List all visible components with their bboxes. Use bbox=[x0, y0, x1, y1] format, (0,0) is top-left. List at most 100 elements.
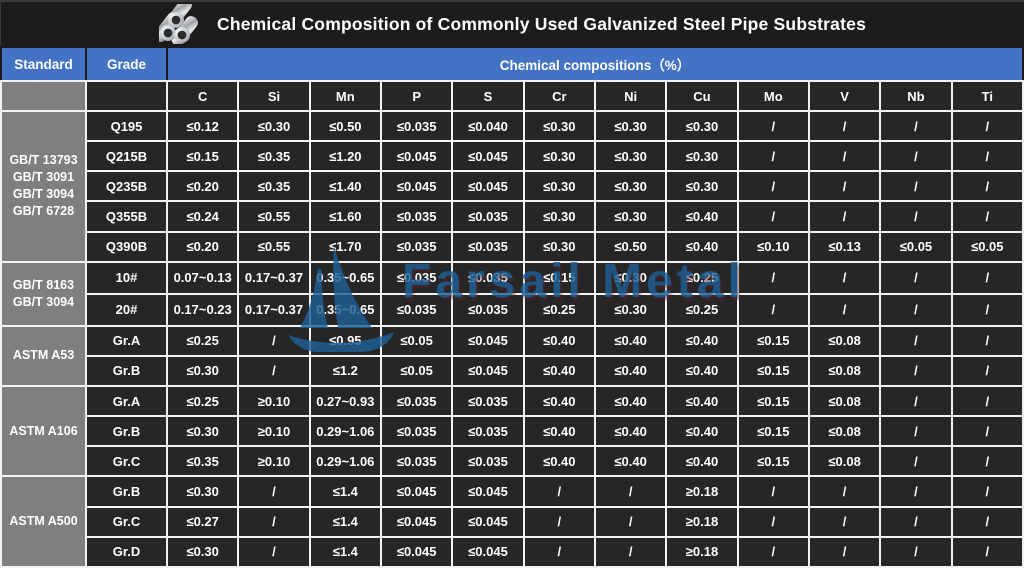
grade-cell: Gr.C bbox=[85, 505, 168, 538]
value-cell: ≤0.30 bbox=[165, 354, 240, 387]
value-cell: / bbox=[950, 505, 1024, 538]
value-cell: ≤1.70 bbox=[308, 230, 382, 263]
value-cell: ≤0.40 bbox=[665, 230, 739, 263]
value-cell: ≤0.30 bbox=[522, 140, 596, 173]
value-cell: ≤0.30 bbox=[522, 170, 596, 203]
standard-cell: GB/T 8163 GB/T 3094 bbox=[0, 260, 87, 327]
value-cell: ≤1.20 bbox=[308, 140, 382, 173]
table-row: Q235B ≤0.20 ≤0.35 ≤1.40 ≤0.045 ≤0.045 ≤0.30 ≤0.… bbox=[1, 170, 1024, 203]
table-row: Q390B ≤0.20 ≤0.55 ≤1.70 ≤0.035 ≤0.035 ≤0.30 ≤0.… bbox=[1, 230, 1024, 263]
value-cell: / bbox=[879, 384, 953, 418]
value-cell: ≤0.25 bbox=[522, 292, 596, 327]
value-cell: ≤0.035 bbox=[451, 292, 525, 327]
value-cell: ≤0.08 bbox=[807, 415, 882, 448]
value-cell: 0.17~0.37 bbox=[237, 260, 311, 295]
value-cell: / bbox=[593, 535, 668, 568]
table-row: Q355B ≤0.24 ≤0.55 ≤1.60 ≤0.035 ≤0.035 ≤0.30 ≤0.… bbox=[1, 200, 1024, 233]
element-column-header: C bbox=[165, 80, 240, 112]
value-cell: ≤0.045 bbox=[451, 505, 525, 538]
value-cell: / bbox=[807, 535, 882, 568]
value-cell: ≤0.35 bbox=[237, 170, 311, 203]
value-cell: / bbox=[950, 170, 1024, 203]
value-cell: ≤0.13 bbox=[807, 230, 882, 263]
value-cell: ≤0.55 bbox=[237, 200, 311, 233]
value-cell: ≤0.040 bbox=[451, 109, 525, 143]
value-cell: ≤0.08 bbox=[807, 324, 882, 357]
value-cell: ≤0.30 bbox=[593, 260, 668, 295]
value-cell: / bbox=[879, 292, 953, 327]
value-cell: / bbox=[950, 324, 1024, 357]
value-cell: ≥0.18 bbox=[665, 535, 739, 568]
grade-cell: Gr.D bbox=[85, 535, 168, 568]
value-cell: / bbox=[807, 109, 882, 143]
standard-column-header: Standard bbox=[0, 46, 87, 82]
value-cell: / bbox=[237, 505, 311, 538]
value-cell: ≤0.045 bbox=[451, 354, 525, 387]
value-cell: ≤0.05 bbox=[379, 354, 454, 387]
grade-cell: Gr.A bbox=[85, 384, 168, 418]
value-cell: / bbox=[736, 109, 810, 143]
value-cell: / bbox=[736, 140, 810, 173]
value-cell: / bbox=[522, 475, 596, 508]
value-cell: ≤0.045 bbox=[379, 170, 454, 203]
value-cell: / bbox=[950, 535, 1024, 568]
value-cell: ≤0.40 bbox=[522, 384, 596, 418]
value-cell: / bbox=[879, 109, 953, 143]
value-cell: / bbox=[522, 535, 596, 568]
value-cell: / bbox=[736, 170, 810, 203]
value-cell: ≤0.30 bbox=[522, 200, 596, 233]
grade-cell: Q195 bbox=[85, 109, 168, 143]
element-column-header: Cu bbox=[665, 80, 739, 112]
grade-cell: Q355B bbox=[85, 200, 168, 233]
value-cell: / bbox=[950, 140, 1024, 173]
value-cell: ≤0.40 bbox=[522, 354, 596, 387]
value-cell: / bbox=[950, 292, 1024, 327]
value-cell: ≤1.4 bbox=[308, 475, 382, 508]
value-cell: / bbox=[950, 200, 1024, 233]
value-cell: ≥0.10 bbox=[237, 384, 311, 418]
value-cell: / bbox=[736, 200, 810, 233]
table-row: ASTM A106 Gr.A ≤0.25 ≥0.10 0.27~0.93 ≤0.035 ≤0… bbox=[0, 384, 1024, 478]
value-cell: ≤0.30 bbox=[165, 535, 240, 568]
value-cell: ≤0.25 bbox=[165, 384, 240, 418]
value-cell: / bbox=[879, 415, 953, 448]
element-column-header: Mn bbox=[308, 80, 382, 112]
value-cell: ≤0.40 bbox=[665, 354, 739, 387]
value-cell: ≥0.18 bbox=[665, 475, 739, 508]
value-cell: ≤0.045 bbox=[451, 475, 525, 508]
value-cell: 0.27~0.93 bbox=[308, 384, 382, 418]
value-cell: / bbox=[807, 260, 882, 295]
value-cell: ≤0.045 bbox=[451, 170, 525, 203]
value-cell: / bbox=[879, 170, 953, 203]
grade-cell: 20# bbox=[85, 292, 168, 327]
value-cell: ≤0.40 bbox=[593, 415, 668, 448]
steel-pipes-icon bbox=[159, 4, 198, 44]
value-cell: ≤0.15 bbox=[522, 260, 596, 295]
value-cell: 0.35~0.65 bbox=[308, 260, 382, 295]
grade-cell: Gr.B bbox=[85, 415, 168, 448]
value-cell: / bbox=[736, 505, 810, 538]
value-cell: / bbox=[879, 445, 953, 478]
value-cell: ≤0.30 bbox=[593, 109, 668, 143]
value-cell: ≤0.08 bbox=[807, 354, 882, 387]
value-cell: / bbox=[807, 505, 882, 538]
value-cell: ≥0.10 bbox=[237, 445, 311, 478]
value-cell: 0.29~1.06 bbox=[308, 415, 382, 448]
element-column-header: Ni bbox=[593, 80, 668, 112]
compositions-group-header: Chemical compositions（%） bbox=[166, 46, 1024, 82]
value-cell: ≤0.27 bbox=[165, 505, 240, 538]
value-cell: ≤0.035 bbox=[379, 384, 454, 418]
value-cell: / bbox=[736, 475, 810, 508]
value-cell: ≤0.15 bbox=[736, 354, 810, 387]
value-cell: / bbox=[807, 200, 882, 233]
value-cell: ≤0.40 bbox=[522, 415, 596, 448]
value-cell: ≤0.08 bbox=[807, 445, 882, 478]
value-cell: ≤0.35 bbox=[165, 445, 240, 478]
value-cell: 0.07~0.13 bbox=[165, 260, 240, 295]
value-cell: / bbox=[237, 535, 311, 568]
value-cell: ≤0.035 bbox=[379, 260, 454, 295]
page-title: Chemical Composition of Commonly Used Ga… bbox=[217, 13, 866, 34]
element-column-header: P bbox=[379, 80, 454, 112]
title-bar: Chemical Composition of Commonly Used Ga… bbox=[0, 0, 1024, 46]
table-row: GB/T 8163 GB/T 3094 10# 0.07~0.13 0.17~0.37 0… bbox=[0, 260, 1024, 327]
